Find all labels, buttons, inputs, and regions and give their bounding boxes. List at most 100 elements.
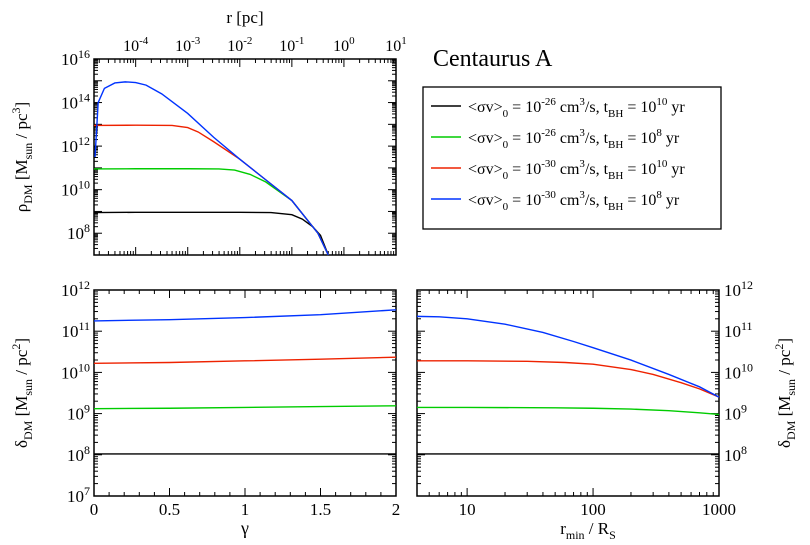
- legend-superscript: -30: [541, 189, 556, 201]
- legend: <σv>0 = 10-26 cm3/s, tBH = 1010 yr<σv>0 …: [422, 86, 722, 230]
- legend-text: = 10: [623, 192, 656, 209]
- tick-base: 10: [724, 405, 741, 424]
- tick-base: 10: [61, 137, 78, 156]
- ylabel-text: / pc: [12, 113, 31, 143]
- legend-text: /s, t: [585, 130, 609, 147]
- legend-text: cm: [556, 161, 580, 178]
- x-tick-label: 10-3: [175, 35, 201, 55]
- x-tick-label: 10-1: [279, 35, 304, 55]
- xlabel-text: r: [560, 519, 566, 538]
- legend-subscript: 0: [503, 170, 509, 182]
- tick-base: 10: [61, 281, 78, 300]
- ylabel-superscript: 2: [772, 344, 786, 350]
- x-tick-label: 1: [241, 500, 250, 519]
- legend-subscript: 0: [503, 108, 509, 120]
- y-tick-label: 107: [67, 484, 90, 506]
- ylabel-symbol: ρ: [12, 204, 31, 212]
- tick-exponent: 7: [84, 484, 90, 498]
- legend-text: /s, t: [585, 192, 609, 209]
- tick-base: 10: [333, 38, 349, 55]
- legend-entry: <σv>0 = 10-30 cm3/s, tBH = 1010 yr: [468, 158, 685, 182]
- ylabel-text: ]: [775, 338, 794, 344]
- legend-superscript: 8: [656, 189, 662, 201]
- legend-subscript: BH: [608, 170, 623, 182]
- x-tick-label: 100: [580, 500, 606, 519]
- y-axis-label: δDM [Msun / pc2]: [9, 338, 35, 448]
- ylabel-subscript: DM: [21, 420, 35, 440]
- ylabel-symbol: δ: [775, 440, 794, 448]
- tick-exponent: 9: [741, 402, 747, 416]
- tick-exponent: 12: [78, 278, 90, 292]
- ylabel-subscript: DM: [784, 420, 798, 440]
- legend-text: yr: [662, 130, 680, 147]
- x-axis-label: rmin / RS: [560, 519, 616, 542]
- legend-text: = 10: [623, 161, 656, 178]
- y-tick-label: 1010: [61, 178, 90, 200]
- legend-superscript: 3: [579, 158, 585, 170]
- y-tick-label: 1016: [61, 47, 90, 69]
- tick-exponent: 8: [84, 443, 90, 457]
- tick-base: 10: [67, 224, 84, 243]
- ylabel-subscript: sun: [21, 143, 35, 160]
- legend-superscript: -26: [541, 96, 556, 108]
- legend-entry: <σv>0 = 10-26 cm3/s, tBH = 1010 yr: [468, 96, 685, 120]
- tick-base: 10: [67, 405, 84, 424]
- legend-entry: <σv>0 = 10-30 cm3/s, tBH = 108 yr: [468, 189, 680, 213]
- tick-exponent: -3: [191, 35, 201, 47]
- legend-text: = 10: [508, 161, 541, 178]
- legend-subscript: 0: [503, 139, 509, 151]
- legend-text: /s, t: [585, 99, 609, 116]
- x-axis-label: γ: [240, 518, 249, 538]
- legend-superscript: -26: [541, 127, 556, 139]
- ylabel-symbol: δ: [12, 440, 31, 448]
- tick-base: 10: [67, 446, 84, 465]
- plot-frame: [416, 289, 720, 497]
- legend-superscript: 3: [579, 96, 585, 108]
- legend-text: <σv>: [468, 161, 503, 178]
- legend-superscript: 3: [579, 189, 585, 201]
- x-tick-label: 1.5: [310, 500, 331, 519]
- tick-exponent: 16: [78, 47, 90, 61]
- ylabel-text: ]: [12, 102, 31, 108]
- y-tick-label: 1011: [724, 319, 753, 341]
- figure-title: Centaurus A: [433, 46, 553, 72]
- legend-subscript: BH: [608, 201, 623, 213]
- x-tick-label: 0: [90, 500, 99, 519]
- plot-frame: [93, 289, 397, 497]
- ylabel-text: ]: [12, 338, 31, 344]
- tick-base: 10: [279, 38, 295, 55]
- y-tick-label: 108: [67, 221, 90, 243]
- x-tick-label: 101: [385, 35, 407, 55]
- y-tick-label: 108: [67, 443, 90, 465]
- tick-exponent: -2: [243, 35, 252, 47]
- tick-exponent: 0: [349, 35, 355, 47]
- legend-text: = 10: [508, 192, 541, 209]
- x-tick-label: 0.5: [159, 500, 180, 519]
- tick-exponent: 12: [78, 134, 90, 148]
- y-tick-label: 1012: [724, 278, 753, 300]
- plot-frame: [93, 58, 397, 256]
- y-tick-label: 1010: [724, 360, 753, 382]
- ylabel-superscript: 3: [9, 107, 23, 113]
- y-axis-label: δDM [Msun / pc2]: [772, 338, 798, 448]
- ylabel-text: [M: [12, 396, 31, 421]
- tick-exponent: 1: [401, 35, 407, 47]
- legend-entry: <σv>0 = 10-26 cm3/s, tBH = 108 yr: [468, 127, 680, 151]
- tick-exponent: 10: [78, 178, 90, 192]
- ylabel-text: [M: [775, 396, 794, 421]
- y-tick-label: 109: [724, 402, 747, 424]
- legend-subscript: BH: [608, 139, 623, 151]
- legend-superscript: -30: [541, 158, 556, 170]
- legend-text: = 10: [623, 130, 656, 147]
- legend-text: = 10: [508, 99, 541, 116]
- y-tick-label: 109: [67, 402, 90, 424]
- legend-text: <σv>: [468, 99, 503, 116]
- ylabel-superscript: 2: [9, 344, 23, 350]
- tick-exponent: 10: [741, 360, 753, 374]
- series-line-blue: [93, 309, 397, 322]
- legend-text: /s, t: [585, 161, 609, 178]
- xlabel-subscript: S: [609, 528, 616, 542]
